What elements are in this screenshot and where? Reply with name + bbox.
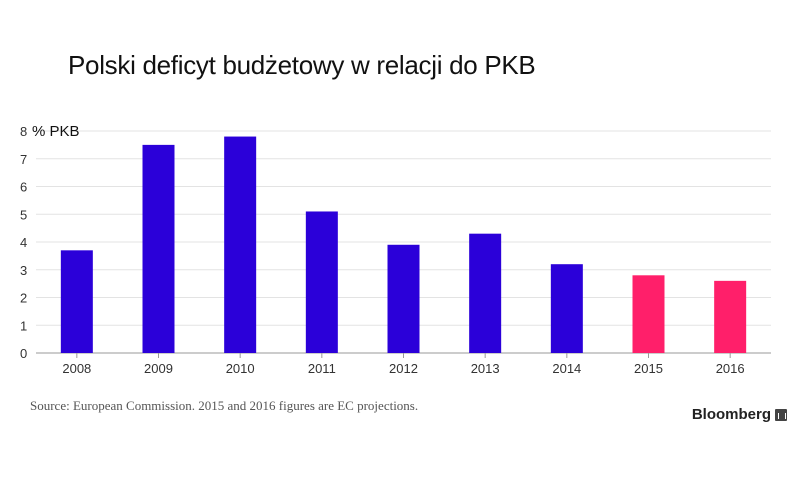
bar-2015 — [632, 275, 665, 353]
y-axis-ticks: 0 1 2 3 4 5 6 7 8 — [20, 124, 27, 361]
source-note: Source: European Commission. 2015 and 20… — [30, 398, 419, 413]
bar-2011 — [305, 211, 338, 353]
bar-chart: 0 1 2 3 4 5 6 7 8 % PKB 2008 2009 2010 2011 2012 2013… — [20, 123, 771, 376]
bar-2013 — [469, 233, 502, 353]
bar-2016 — [714, 280, 747, 353]
x-tick-label: 2012 — [389, 361, 418, 376]
chart-title: Polski deficyt budżetowy w relacji do PK… — [68, 50, 536, 80]
y-axis-unit-label: % PKB — [32, 123, 80, 140]
y-tick-label: 0 — [20, 346, 27, 361]
bar-2009 — [142, 144, 175, 353]
y-tick-label: 6 — [20, 180, 27, 195]
x-tick-label: 2011 — [308, 361, 336, 376]
y-tick-label: 5 — [20, 207, 27, 222]
x-tick-label: 2010 — [226, 361, 255, 376]
y-tick-label: 7 — [20, 152, 27, 167]
y-tick-label: 1 — [20, 318, 27, 333]
y-tick-label: 8 — [20, 124, 27, 139]
y-tick-label: 4 — [20, 235, 27, 250]
y-tick-label: 2 — [20, 291, 27, 306]
brand-name: Bloomberg — [691, 406, 771, 423]
bar-2008 — [60, 250, 93, 353]
x-tick-label: 2016 — [716, 361, 745, 376]
bars — [60, 136, 747, 353]
x-tick-label: 2015 — [634, 361, 663, 376]
y-tick-label: 3 — [20, 263, 27, 278]
bar-2014 — [550, 264, 583, 353]
x-tick-label: 2008 — [62, 361, 91, 376]
x-tick-label: 2014 — [552, 361, 581, 376]
x-tick-label: 2013 — [471, 361, 500, 376]
bar-2012 — [387, 244, 420, 353]
bloomberg-chart-icon — [775, 408, 787, 421]
bar-2010 — [224, 136, 257, 353]
x-tick-label: 2009 — [144, 361, 173, 376]
brand-logo: Bloomberg — [692, 406, 787, 423]
x-axis-ticks: 2008 2009 2010 2011 2012 2013 2014 2015 2016 — [62, 353, 745, 376]
